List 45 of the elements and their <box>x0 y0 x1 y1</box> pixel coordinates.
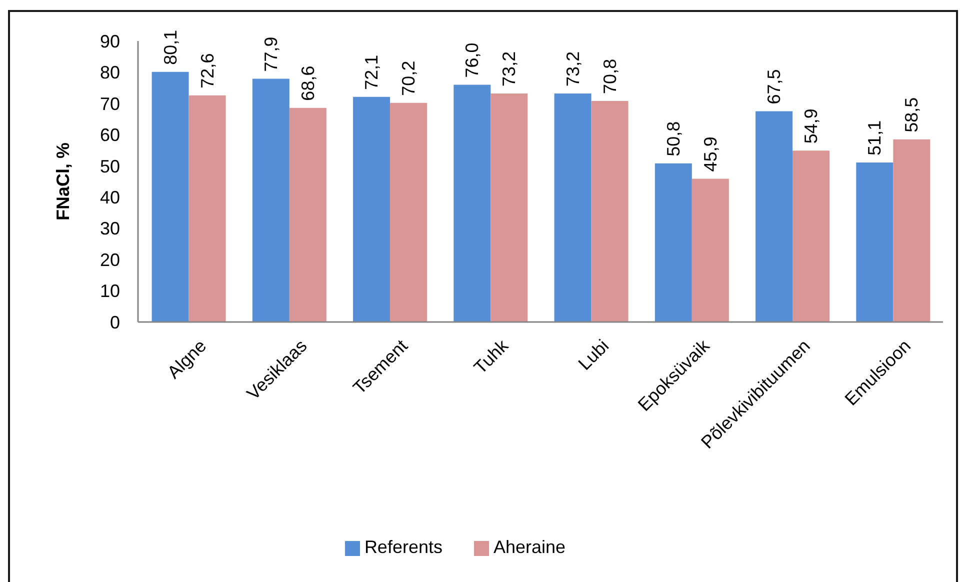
bar <box>188 95 226 322</box>
data-label: 67,5 <box>764 69 784 104</box>
data-label: 80,1 <box>160 30 180 65</box>
data-label: 73,2 <box>562 51 583 86</box>
bar <box>252 78 290 322</box>
data-label: 54,9 <box>801 108 822 144</box>
y-tick-label: 30 <box>100 218 120 239</box>
legend-label: Aheraine <box>493 537 566 557</box>
y-tick-label: 60 <box>100 125 120 146</box>
bar <box>390 102 428 322</box>
data-label: 58,5 <box>902 97 922 132</box>
bar <box>756 111 793 322</box>
y-tick-label: 20 <box>100 250 120 270</box>
data-label: 76,0 <box>462 42 482 78</box>
y-tick-label: 80 <box>100 62 120 83</box>
y-tick-label: 90 <box>100 31 120 52</box>
bar <box>792 150 830 322</box>
bar <box>454 84 491 322</box>
data-label: 70,8 <box>600 58 620 94</box>
bar <box>591 100 628 322</box>
bar <box>289 108 326 322</box>
y-axis-title: FNaCl, % <box>53 142 73 221</box>
data-label: 50,8 <box>663 121 684 156</box>
bar <box>152 72 189 322</box>
bar <box>692 178 729 322</box>
bar <box>490 93 528 322</box>
y-tick-label: 10 <box>100 281 120 302</box>
data-label: 77,9 <box>260 36 281 72</box>
bar <box>893 139 930 322</box>
bar <box>554 93 592 322</box>
data-label: 73,2 <box>499 51 520 86</box>
y-tick-label: 70 <box>100 94 120 114</box>
y-tick-label: 50 <box>100 156 120 176</box>
data-label: 51,1 <box>864 120 885 156</box>
y-tick-label: 0 <box>110 312 120 332</box>
data-label: 68,6 <box>298 66 318 101</box>
bar <box>856 162 894 322</box>
legend-label: Referents <box>364 537 442 557</box>
data-label: 72,1 <box>362 54 382 90</box>
bar <box>353 96 390 322</box>
data-label: 72,6 <box>197 53 218 88</box>
data-label: 70,2 <box>398 60 419 96</box>
y-tick-label: 40 <box>100 188 120 208</box>
bar <box>654 163 692 322</box>
data-label: 45,9 <box>700 136 720 172</box>
